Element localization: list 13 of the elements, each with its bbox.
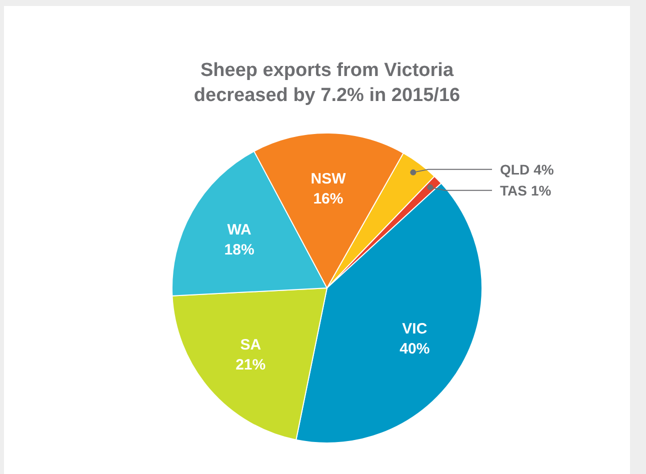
slice-label: VIC bbox=[402, 320, 428, 338]
slice-label: NSW bbox=[310, 170, 347, 188]
data-label: 1% bbox=[530, 182, 552, 198]
data-label: 16% bbox=[313, 190, 344, 208]
slice-label: WA bbox=[227, 221, 252, 238]
slice-label: SA bbox=[240, 336, 262, 354]
data-label: 4% bbox=[534, 161, 554, 178]
chart-title: Sheep exports from Victoria decreased by 7.2% in 2015/16 bbox=[194, 60, 460, 106]
data-label: 21% bbox=[236, 356, 266, 374]
slice-label: TAS bbox=[500, 182, 527, 198]
slice-label: QLD bbox=[500, 161, 530, 178]
data-label: 40% bbox=[400, 340, 430, 358]
data-label: 18% bbox=[224, 241, 254, 258]
